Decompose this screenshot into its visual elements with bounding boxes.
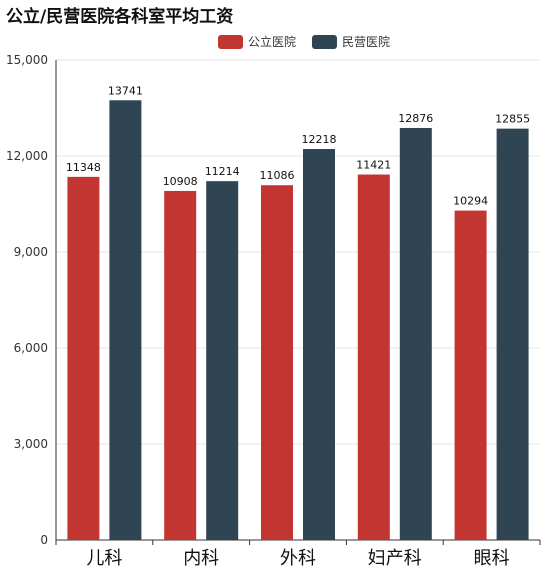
legend-item-public[interactable]: 公立医院 — [218, 33, 296, 50]
x-tick-label: 眼科 — [474, 548, 510, 569]
x-tick-label: 妇产科 — [368, 548, 422, 569]
y-tick-label: 0 — [40, 533, 48, 547]
y-tick-label: 15,000 — [6, 53, 48, 67]
legend-label-private: 民营医院 — [342, 35, 391, 49]
legend: 公立医院 民营医院 — [218, 33, 390, 50]
bar — [399, 127, 432, 540]
legend-swatch-public — [218, 34, 243, 49]
bar — [261, 185, 293, 541]
bar — [206, 181, 239, 541]
chart-title: 公立/民营医院各科室平均工资 — [6, 7, 234, 27]
bar — [357, 174, 390, 540]
x-tick-label: 儿科 — [86, 548, 122, 569]
data-label: 13741 — [108, 84, 143, 97]
x-tick-label: 内科 — [183, 548, 219, 569]
y-tick-label: 6,000 — [14, 341, 48, 355]
data-label: 11086 — [260, 169, 295, 182]
legend-item-private[interactable]: 民营医院 — [312, 33, 390, 50]
bar — [67, 176, 100, 540]
data-label: 11214 — [205, 165, 240, 178]
data-label: 11348 — [66, 161, 101, 174]
bar — [496, 128, 529, 540]
legend-swatch-private — [312, 34, 338, 49]
x-tick-label: 外科 — [280, 548, 316, 569]
data-label: 12855 — [495, 113, 530, 126]
bar — [164, 190, 197, 540]
data-label: 12218 — [302, 133, 337, 146]
data-label: 11421 — [356, 159, 391, 172]
legend-label-public: 公立医院 — [248, 35, 297, 49]
bar — [454, 210, 487, 541]
data-label: 10294 — [453, 195, 488, 208]
data-label: 10908 — [163, 175, 198, 188]
bar — [303, 149, 335, 541]
data-label: 12876 — [398, 112, 433, 125]
y-tick-label: 3,000 — [14, 437, 48, 451]
bar — [109, 100, 142, 541]
y-tick-label: 9,000 — [14, 245, 48, 259]
y-tick-label: 12,000 — [6, 149, 48, 163]
